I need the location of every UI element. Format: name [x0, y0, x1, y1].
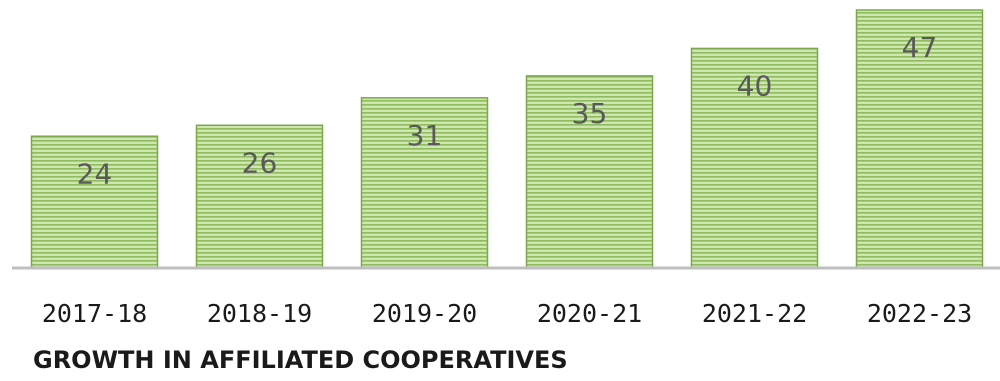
bar-2017-18 — [30, 135, 159, 269]
data-label-2022-23: 47 — [902, 31, 938, 64]
x-tick-2020-21: 2020-21 — [537, 299, 642, 328]
bar-2018-19 — [195, 124, 324, 269]
x-tick-2019-20: 2019-20 — [372, 299, 477, 328]
x-tick-2021-22: 2021-22 — [702, 299, 807, 328]
bar-2021-22 — [690, 47, 819, 269]
bars-group: 24 26 31 35 40 47 — [30, 9, 984, 269]
x-tick-labels: 2017-18 2018-19 2019-20 2020-21 2021-22 2022-… — [42, 299, 972, 328]
bar-2022-23 — [855, 9, 984, 269]
data-label-2017-18: 24 — [77, 157, 113, 190]
data-label-2021-22: 40 — [737, 69, 773, 102]
data-label-2020-21: 35 — [572, 97, 608, 130]
bar-2020-21 — [525, 75, 654, 269]
data-label-2018-19: 26 — [242, 146, 278, 179]
bar-2019-20 — [360, 97, 489, 269]
x-tick-2017-18: 2017-18 — [42, 299, 147, 328]
data-label-2019-20: 31 — [407, 119, 443, 152]
chart-title: GROWTH IN AFFILIATED COOPERATIVES — [33, 346, 568, 374]
x-tick-2018-19: 2018-19 — [207, 299, 312, 328]
x-tick-2022-23: 2022-23 — [867, 299, 972, 328]
